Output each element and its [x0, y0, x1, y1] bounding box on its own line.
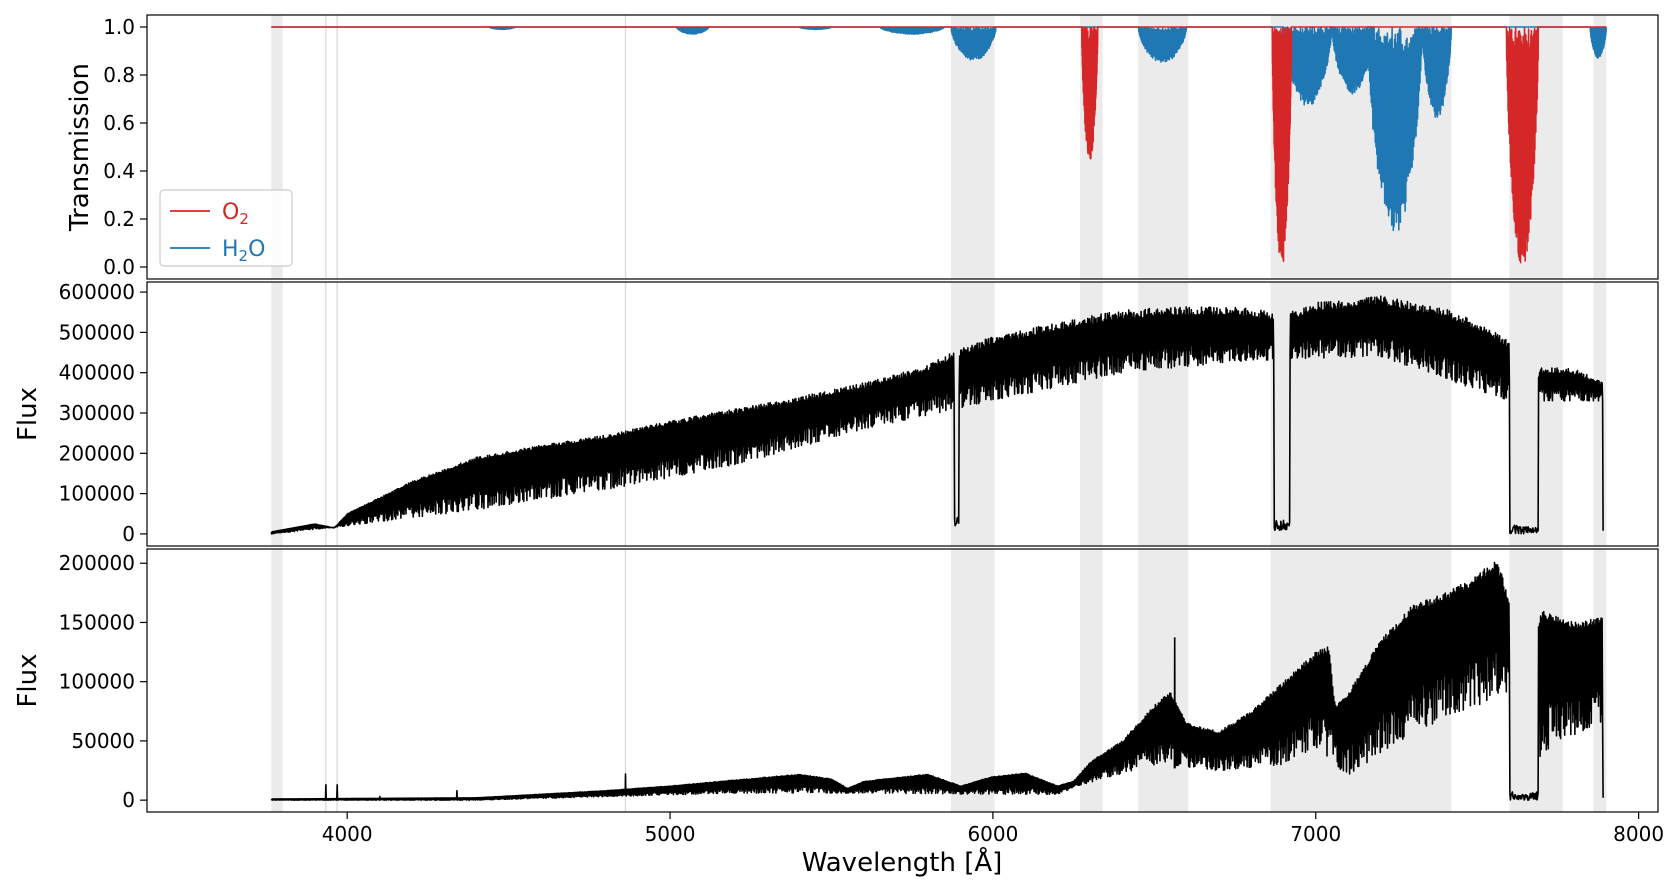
y-tick-label: 0.0 — [103, 255, 135, 279]
axes-frame — [146, 14, 1659, 280]
series-line-h2o — [271, 26, 1607, 232]
y-tick-label: 200000 — [59, 441, 135, 465]
y-tick-label: 400000 — [59, 361, 135, 385]
telluric-band — [1509, 282, 1563, 546]
legend-label-h2o: H2O — [222, 237, 265, 265]
y-tick-label: 300000 — [59, 401, 135, 425]
y-tick-label: 50000 — [71, 729, 135, 753]
y-tick-label: 0.2 — [103, 207, 135, 231]
telluric-band — [271, 15, 283, 279]
y-tick-label: 600000 — [59, 280, 135, 304]
y-tick-label: 100000 — [59, 670, 135, 694]
legend-label-o2: O2 — [222, 200, 249, 228]
x-tick-label: 5000 — [645, 822, 696, 846]
axes-frame — [146, 281, 1659, 547]
y-tick-label: 0.6 — [103, 111, 135, 135]
series-line-flux — [270, 295, 1604, 535]
source-flux-panel: 0 50000 100000 150000 200000 Flux 4000 5000 6000… — [13, 548, 1664, 846]
y-tick-label: 0 — [122, 522, 135, 546]
y-tick-label: 200000 — [59, 551, 135, 575]
y-tick-label: 150000 — [59, 610, 135, 634]
y-tick-label: 100000 — [59, 482, 135, 506]
telluric-band — [1080, 549, 1103, 812]
y-tick-label: 0 — [122, 788, 135, 812]
telluric-band — [271, 282, 283, 546]
x-tick-label: 7000 — [1290, 822, 1341, 846]
telluric-band — [1138, 549, 1189, 812]
telluric-band — [1593, 15, 1607, 279]
telluric-band — [271, 549, 283, 812]
y-tick-label: 500000 — [59, 320, 135, 344]
series-line-o2 — [271, 26, 1607, 264]
y-axis-label: Flux — [13, 653, 43, 707]
observed-flux-panel: 0 100000 200000 300000 400000 500000 600000 Flu… — [13, 280, 1659, 547]
telluric-band — [950, 549, 995, 812]
telluric-band — [950, 282, 995, 546]
telluric-band — [1593, 282, 1607, 546]
y-tick-label: 0.4 — [103, 159, 135, 183]
axes-frame — [146, 548, 1659, 813]
series-line-flux — [270, 561, 1604, 801]
x-tick-label: 6000 — [967, 822, 1018, 846]
y-tick-label: 0.8 — [103, 63, 135, 87]
x-tick-label: 8000 — [1613, 822, 1664, 846]
x-tick-label: 4000 — [322, 822, 373, 846]
y-axis-label: Transmission — [65, 63, 95, 232]
x-axis-label: Wavelength [Å] — [802, 846, 1003, 878]
y-tick-label: 1.0 — [103, 15, 135, 39]
y-axis-label: Flux — [13, 387, 43, 441]
